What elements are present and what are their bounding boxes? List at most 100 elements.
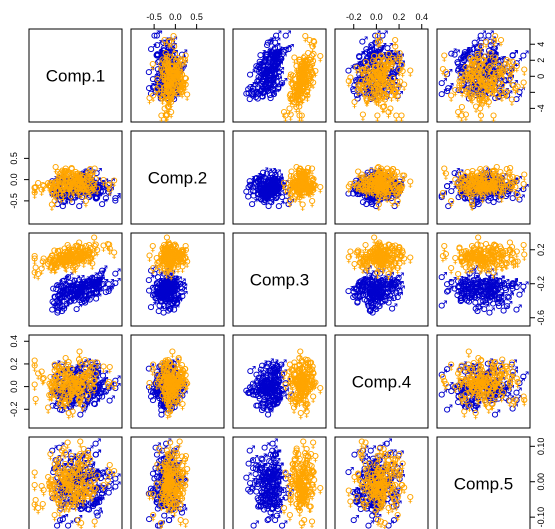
data-point: ♀ [309, 49, 317, 62]
data-point: ♀ [298, 182, 306, 195]
data-point: ♀ [346, 72, 354, 85]
data-point: ♀ [458, 79, 466, 92]
data-point: ♂ [491, 289, 501, 302]
data-point: ♀ [171, 65, 179, 78]
data-point: ♀ [477, 42, 485, 55]
data-point: ♀ [468, 68, 476, 81]
data-point: ♂ [454, 63, 464, 76]
data-point: ♀ [464, 85, 472, 98]
data-point: ♀ [354, 85, 362, 98]
data-point: ♂ [505, 291, 515, 304]
data-point: ♂ [358, 34, 368, 47]
data-point: ♂ [256, 48, 266, 61]
data-point: ♀ [168, 258, 176, 271]
data-point: ♀ [366, 72, 374, 85]
data-point: ♀ [306, 35, 314, 48]
data-point: ♂ [276, 45, 286, 58]
data-point: ♀ [496, 67, 504, 80]
data-point: ♂ [454, 56, 464, 69]
data-point: ♀ [514, 82, 522, 95]
data-point: ♀ [468, 61, 476, 74]
data-point: ♂ [390, 67, 400, 80]
data-point: ♂ [95, 495, 105, 508]
data-point: ♀ [374, 37, 382, 50]
data-point: ♀ [162, 110, 170, 123]
data-point: ♂ [488, 68, 498, 81]
data-point: ♀ [71, 251, 79, 264]
data-point: ♀ [474, 57, 482, 70]
data-point: ♂ [372, 73, 382, 86]
data-point: ♂ [480, 302, 490, 315]
data-point: ♀ [357, 76, 365, 89]
data-point: ♀ [55, 362, 63, 375]
data-point: ♂ [363, 51, 373, 64]
data-point: ♂ [372, 302, 382, 315]
panel-frame [334, 28, 429, 123]
data-point: ♀ [167, 90, 175, 103]
data-point: ♀ [296, 81, 304, 94]
data-point: ♀ [489, 110, 497, 123]
data-point: ♂ [157, 64, 167, 77]
data-point: ♂ [465, 62, 475, 75]
data-point: ♂ [262, 66, 272, 79]
data-point: ♂ [262, 50, 272, 63]
data-point: ♂ [262, 48, 272, 61]
data-point: ♂ [367, 80, 377, 93]
data-point: ♂ [261, 69, 271, 82]
data-point: ♂ [363, 62, 373, 75]
data-point: ♀ [174, 61, 182, 74]
data-point: ♀ [294, 89, 302, 102]
data-point: ♀ [298, 70, 306, 83]
data-point: ♂ [273, 51, 283, 64]
data-point: ♂ [489, 51, 499, 64]
data-point: ♀ [82, 196, 90, 209]
data-point: ♀ [374, 81, 382, 94]
data-point: ♂ [383, 90, 393, 103]
data-point: ♂ [473, 82, 483, 95]
data-point: ♀ [173, 63, 181, 76]
data-point: ♂ [491, 91, 501, 104]
panel-Comp.2-vs-Comp.2: Comp.2 [130, 130, 225, 225]
data-point: ♀ [297, 79, 305, 92]
data-point: ♀ [32, 394, 40, 407]
panel-Comp.3-vs-Comp.1: ♂♂♂♂♂♂♂♂♂♂♂♂♂♂♂♂♂♂♂♂♂♂ ♂♂♂♂♂♂♂♂ ♂♂ ♂♂♂♂♂ ♂ ♂♂… [28, 232, 123, 327]
data-point: ♀ [164, 62, 172, 75]
data-point: ♀ [176, 56, 184, 69]
data-point: ♂ [374, 44, 384, 57]
data-point: ♂ [173, 84, 183, 97]
data-point: ♂ [372, 36, 382, 49]
data-point: ♂ [160, 73, 170, 86]
data-point: ♀ [493, 70, 501, 83]
data-point: ♀ [369, 55, 377, 68]
data-point: ♀ [163, 61, 171, 74]
data-point: ♀ [300, 65, 308, 78]
data-point: ♂ [153, 47, 163, 60]
data-point: ♂ [496, 66, 506, 79]
data-point: ♀ [153, 74, 161, 87]
panel-Comp.3-vs-Comp.5: ♂♂♂♂♂♂♂♂♂ ♂♂♂♂♂♂♂♂♂♂♂ ♂♂♂ ♂♂♂♂♂ ♂♂♂♂♂ ♂ ♂♂♂ ♂♂♂… [436, 232, 531, 327]
data-point: ♀ [170, 42, 178, 55]
data-point: ♂ [164, 61, 174, 74]
data-point: ♂ [162, 75, 172, 88]
data-point: ♀ [166, 93, 174, 106]
data-point: ♂ [362, 42, 372, 55]
data-point: ♀ [299, 84, 307, 97]
data-point: ♀ [451, 85, 459, 98]
data-point: ♀ [375, 69, 383, 82]
data-point: ♀ [295, 79, 303, 92]
data-point: ♀ [468, 56, 476, 69]
data-point: ♂ [161, 50, 171, 63]
data-point: ♀ [394, 90, 402, 103]
data-point: ♀ [373, 73, 381, 86]
data-point: ♀ [369, 71, 377, 84]
data-point: ♂ [153, 38, 163, 51]
data-point: ♂ [259, 67, 269, 80]
data-point: ♀ [396, 48, 404, 61]
data-point: ♂ [461, 51, 471, 64]
data-point: ♀ [296, 85, 304, 98]
data-point: ♀ [164, 95, 172, 108]
data-point: ♂ [489, 44, 499, 57]
data-point: ♀ [490, 36, 498, 49]
data-point: ♀ [468, 79, 476, 92]
data-point: ♂ [475, 47, 485, 60]
